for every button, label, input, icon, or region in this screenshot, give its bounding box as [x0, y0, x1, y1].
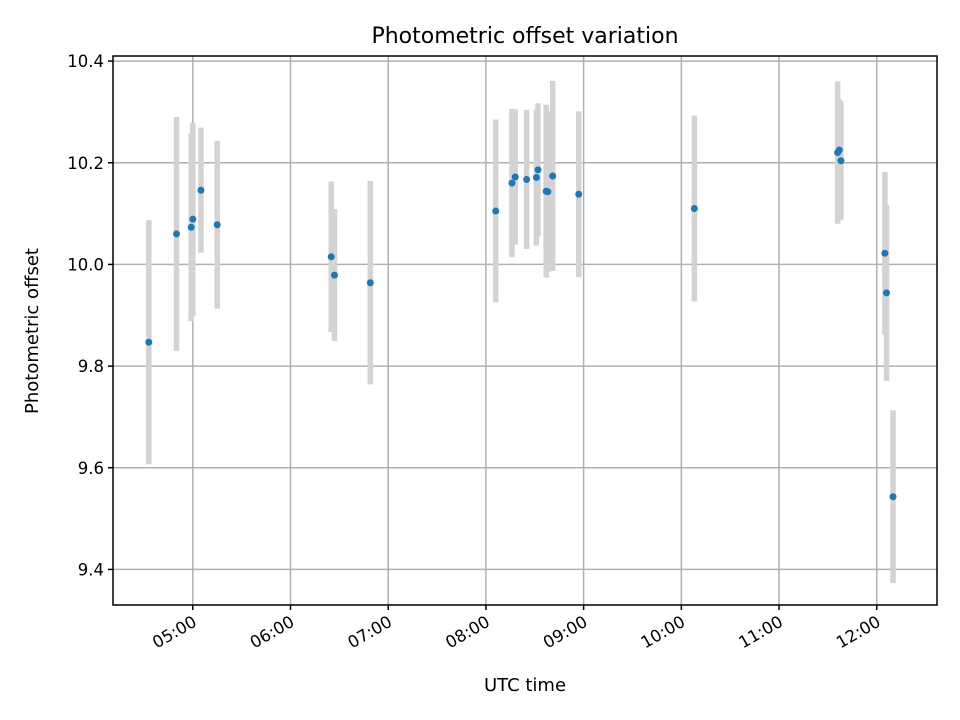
plot-frame [112, 55, 938, 606]
data-point [330, 271, 338, 279]
data-point [189, 215, 197, 223]
data-point [544, 188, 552, 196]
y-tick-label: 9.4 [78, 560, 104, 579]
data-point [837, 157, 845, 165]
y-axis-label: Photometric offset [22, 248, 43, 414]
data-point [575, 190, 583, 198]
y-tick-label: 9.8 [78, 357, 104, 376]
data-point [173, 230, 181, 238]
data-point [508, 179, 516, 187]
data-point [881, 249, 889, 257]
data-point [366, 279, 374, 287]
x-axis-label: UTC time [484, 675, 566, 696]
data-point [145, 338, 153, 346]
data-point [549, 172, 557, 180]
data-point [327, 253, 335, 261]
data-point [213, 221, 221, 229]
chart-title: Photometric offset variation [371, 24, 678, 49]
data-point [492, 207, 500, 215]
data-point [835, 146, 843, 154]
y-tick-label: 10.4 [67, 52, 104, 71]
data-point [532, 173, 540, 181]
data-point [187, 223, 195, 231]
data-point [511, 173, 519, 181]
data-point [523, 176, 531, 184]
data-point [883, 289, 891, 297]
data-point [690, 205, 698, 212]
y-tick-label: 9.6 [78, 459, 104, 478]
data-points [145, 146, 897, 501]
data-point [534, 166, 542, 174]
y-tick-label: 10.2 [67, 154, 104, 173]
data-point [197, 186, 205, 194]
data-point [889, 493, 897, 501]
y-tick-label: 10.0 [67, 255, 104, 274]
